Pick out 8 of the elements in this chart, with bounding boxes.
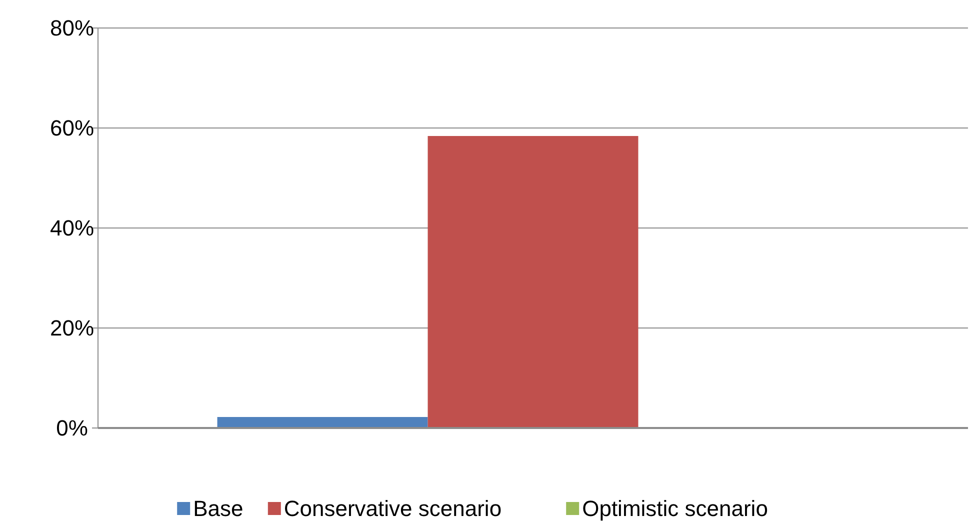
legend-label: Conservative scenario <box>284 496 502 521</box>
y-tick-label: 80% <box>50 16 94 41</box>
y-tick-label: 60% <box>50 116 94 141</box>
legend-label: Optimistic scenario <box>582 496 768 521</box>
y-tick-label: 40% <box>50 216 94 241</box>
y-tick-label: 0% <box>56 416 88 441</box>
legend-label: Base <box>193 496 244 521</box>
y-tick-label: 20% <box>50 316 94 341</box>
